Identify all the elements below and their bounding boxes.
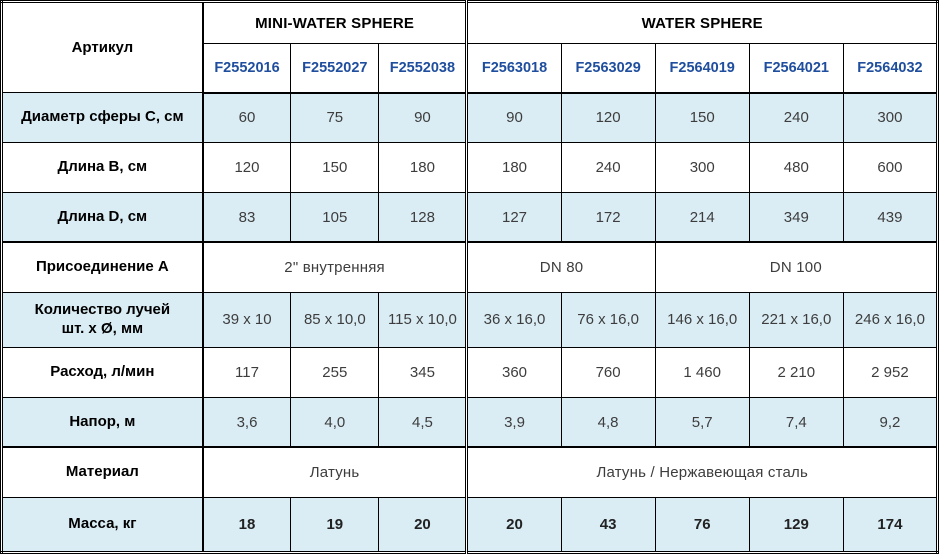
- article-header-f2564019: F2564019: [654, 43, 750, 94]
- table-row: Длина D, см 83 105 128 127 172 214 349 439: [0, 191, 939, 243]
- value-cell: 76 х 16,0: [560, 291, 656, 348]
- value-cell: 4,8: [560, 396, 656, 448]
- value-cell: 20: [378, 496, 469, 554]
- row-label: Масса, кг: [0, 496, 204, 554]
- table-row: Длина В, см 120 150 180 180 240 300 480 600: [0, 141, 939, 193]
- value-cell: 255: [290, 346, 380, 398]
- table-row: Диаметр сферы С, см 60 75 90 90 120 150 240 300: [0, 92, 939, 143]
- value-cell: 240: [748, 92, 844, 143]
- value-cell: 76: [654, 496, 750, 554]
- article-header-f2564021: F2564021: [748, 43, 844, 94]
- value-cell: 7,4: [748, 396, 844, 448]
- row-label: Длина В, см: [0, 141, 204, 193]
- value-cell: 172: [560, 191, 656, 243]
- table-row: Расход, л/мин 117 255 345 360 760 1 460 2 210 2 …: [0, 346, 939, 398]
- span-value-cell: 2" внутренняя: [202, 241, 469, 293]
- article-header-f2552027: F2552027: [290, 43, 380, 94]
- value-cell: 146 х 16,0: [654, 291, 750, 348]
- value-cell: 221 х 16,0: [748, 291, 844, 348]
- span-value-cell: Латунь / Нержавеющая сталь: [466, 446, 938, 498]
- article-header-f2552038: F2552038: [378, 43, 469, 94]
- table-row: Материал Латунь Латунь / Нержавеющая сталь: [0, 446, 938, 498]
- table-header: Артикул MINI-WATER SPHERE WATER SPHERE F…: [0, 1, 939, 94]
- value-cell: 20: [466, 496, 562, 554]
- value-cell: 180: [466, 141, 562, 193]
- table-row: Количество лучей шт. х Ø, мм 39 х 10 85 х …: [0, 291, 939, 348]
- span-value-cell: Латунь: [202, 446, 469, 498]
- value-cell: 129: [748, 496, 844, 554]
- value-cell: 75: [290, 92, 380, 143]
- value-cell: 18: [202, 496, 292, 554]
- value-cell: 3,9: [466, 396, 562, 448]
- value-cell: 105: [290, 191, 380, 243]
- corner-cell-article: Артикул: [0, 1, 204, 93]
- value-cell: 150: [290, 141, 380, 193]
- group-header-mini-water-sphere: MINI-WATER SPHERE: [202, 1, 469, 44]
- value-cell: 85 х 10,0: [290, 291, 380, 348]
- value-cell: 36 х 16,0: [466, 291, 562, 348]
- value-cell: 246 х 16,0: [842, 291, 939, 348]
- article-header-f2563018: F2563018: [466, 43, 562, 94]
- value-cell: 174: [842, 496, 939, 554]
- value-cell: 300: [842, 92, 939, 143]
- value-cell: 439: [842, 191, 939, 243]
- value-cell: 3,6: [202, 396, 292, 448]
- value-cell: 480: [748, 141, 844, 193]
- value-cell: 150: [654, 92, 750, 143]
- value-cell: 5,7: [654, 396, 750, 448]
- value-cell: 128: [378, 191, 469, 243]
- group-header-water-sphere: WATER SPHERE: [466, 1, 938, 44]
- article-header-f2563029: F2563029: [560, 43, 656, 94]
- value-cell: 2 952: [842, 346, 939, 398]
- value-cell: 60: [202, 92, 292, 143]
- article-number-row: F2552016 F2552027 F2552038 F2563018 F2563029…: [2, 43, 939, 94]
- value-cell: 214: [654, 191, 750, 243]
- value-cell: 120: [560, 92, 656, 143]
- value-cell: 360: [466, 346, 562, 398]
- value-cell: 600: [842, 141, 939, 193]
- value-cell: 760: [560, 346, 656, 398]
- row-label: Количество лучей шт. х Ø, мм: [0, 291, 204, 348]
- row-label: Расход, л/мин: [0, 346, 204, 398]
- article-header-f2564032: F2564032: [842, 43, 939, 94]
- table-row: Присоединение А 2" внутренняя DN 80 DN 100: [0, 241, 939, 293]
- value-cell: 43: [560, 496, 656, 554]
- value-cell: 345: [378, 346, 469, 398]
- value-cell: 4,5: [378, 396, 469, 448]
- value-cell: 180: [378, 141, 469, 193]
- value-cell: 90: [466, 92, 562, 143]
- value-cell: 2 210: [748, 346, 844, 398]
- value-cell: 240: [560, 141, 656, 193]
- value-cell: 300: [654, 141, 750, 193]
- value-cell: 117: [202, 346, 292, 398]
- row-label: Длина D, см: [0, 191, 204, 243]
- row-label: Напор, м: [0, 396, 204, 448]
- value-cell: 9,2: [842, 396, 939, 448]
- value-cell: 1 460: [654, 346, 750, 398]
- value-cell: 115 х 10,0: [378, 291, 469, 348]
- row-label: Диаметр сферы С, см: [0, 92, 204, 143]
- value-cell: 120: [202, 141, 292, 193]
- value-cell: 19: [290, 496, 380, 554]
- value-cell: 4,0: [290, 396, 380, 448]
- value-cell: 127: [466, 191, 562, 243]
- value-cell: 39 х 10: [202, 291, 292, 348]
- row-label: Присоединение А: [0, 241, 204, 293]
- row-label: Материал: [0, 446, 204, 498]
- group-header-row: Артикул MINI-WATER SPHERE WATER SPHERE: [0, 1, 938, 93]
- value-cell: 349: [748, 191, 844, 243]
- table-row: Напор, м 3,6 4,0 4,5 3,9 4,8 5,7 7,4 9,2: [0, 396, 939, 448]
- value-cell: 90: [378, 92, 469, 143]
- span-value-cell: DN 80: [466, 241, 656, 293]
- value-cell: 83: [202, 191, 292, 243]
- article-header-f2552016: F2552016: [202, 43, 292, 94]
- span-value-cell: DN 100: [654, 241, 939, 293]
- table-row: Масса, кг 18 19 20 20 43 76 129 174: [0, 496, 939, 554]
- table-body: Диаметр сферы С, см 60 75 90 90 120 150 240 300 Д…: [0, 92, 939, 554]
